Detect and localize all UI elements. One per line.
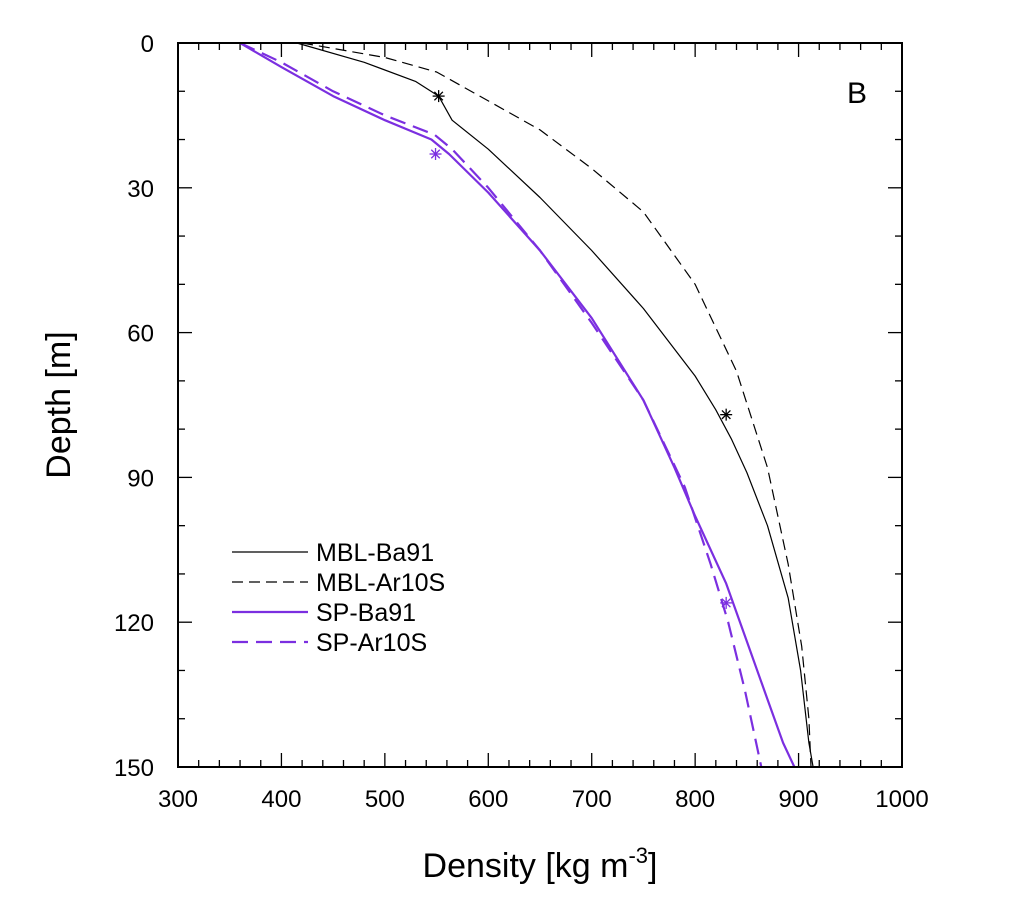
x-tick-label: 1000 xyxy=(875,786,928,813)
x-tick-label: 700 xyxy=(572,786,612,813)
y-tick-label: 90 xyxy=(127,465,154,492)
asterisk-marker xyxy=(720,408,733,421)
y-tick-label: 120 xyxy=(114,610,154,637)
legend-item: SP-Ba91 xyxy=(232,599,416,627)
series-line-sp-ba91 xyxy=(239,42,796,768)
x-axis-title: Density [kg m-3] xyxy=(423,843,658,885)
y-axis-title: Depth [m] xyxy=(40,331,78,478)
y-tick-label: 0 xyxy=(141,31,154,58)
x-tick-label: 900 xyxy=(779,786,819,813)
series-markers xyxy=(429,90,733,609)
plot-frame xyxy=(177,42,903,768)
asterisk-marker xyxy=(720,596,733,609)
x-tick-label: 300 xyxy=(158,786,198,813)
x-tick-label: 600 xyxy=(468,786,508,813)
y-tick-label: 150 xyxy=(114,755,154,782)
axis-ticks xyxy=(177,42,903,768)
series-line-sp-ar10s xyxy=(239,42,763,768)
x-tick-label: 500 xyxy=(365,786,405,813)
x-tick-label: 800 xyxy=(675,786,715,813)
y-tick-label: 30 xyxy=(127,176,154,203)
tick-labels: 300 400 500 600 700 800 900 1000 0 30 60 90 120 150 xyxy=(114,31,929,813)
y-tick-label: 60 xyxy=(127,321,154,348)
legend-label: MBL-Ba91 xyxy=(316,539,434,567)
asterisk-marker xyxy=(432,90,445,103)
series-lines xyxy=(239,42,814,768)
series-line-mbl-ba91 xyxy=(296,42,814,768)
legend-item: MBL-Ar10S xyxy=(232,569,445,597)
legend-label: SP-Ba91 xyxy=(316,599,416,627)
asterisk-marker xyxy=(429,148,442,161)
legend-label: SP-Ar10S xyxy=(316,629,427,657)
panel-label: B xyxy=(847,77,867,110)
legend-item: SP-Ar10S xyxy=(232,629,427,657)
x-tick-label: 400 xyxy=(261,786,301,813)
legend-item: MBL-Ba91 xyxy=(232,539,434,567)
legend-label: MBL-Ar10S xyxy=(316,569,445,597)
series-line-mbl-ar10s xyxy=(301,42,812,768)
